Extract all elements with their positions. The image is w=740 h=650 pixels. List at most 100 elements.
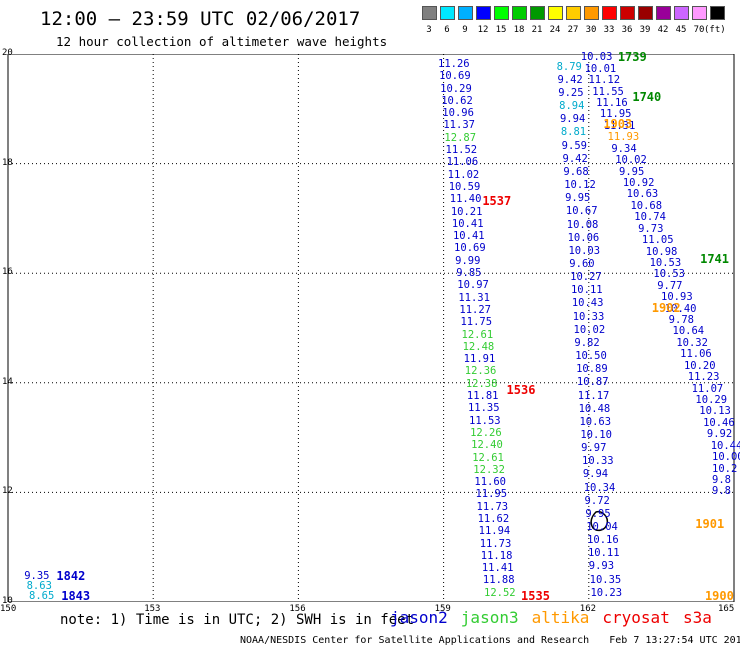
swh-reading: 11.73 xyxy=(476,500,509,513)
scale-swatch xyxy=(710,6,725,20)
swh-reading: 10.02 xyxy=(573,323,606,336)
swh-reading: 10.29 xyxy=(440,82,472,95)
pass-time-label: 1537 xyxy=(482,193,512,208)
swh-reading: 10.12 xyxy=(564,179,596,192)
scale-swatch xyxy=(620,6,635,20)
swh-reading: 10.53 xyxy=(653,268,685,281)
scale-swatch xyxy=(494,6,509,20)
swh-reading: 11.40 xyxy=(449,193,482,206)
scale-label: 45 xyxy=(675,25,687,35)
legend-item-jason2: jason2 xyxy=(390,608,448,627)
swh-reading: 9.73 xyxy=(638,222,664,235)
footer-credit: NOAA/NESDIS Center for Satellite Applica… xyxy=(240,635,740,646)
scale-swatch xyxy=(692,6,707,20)
x-tick-label: 159 xyxy=(434,604,451,614)
legend-item-s3a: s3a xyxy=(683,608,712,627)
scale-label: 18 xyxy=(513,25,525,35)
pass-time-label: 1903 xyxy=(603,117,633,132)
swh-reading: 11.81 xyxy=(466,390,499,402)
swh-reading: 9.85 xyxy=(456,267,482,280)
swh-reading: 8.81 xyxy=(560,126,587,139)
swh-reading: 12.61 xyxy=(472,451,504,464)
pass-time-label: 1741 xyxy=(700,251,730,266)
pass-time-label: 1900 xyxy=(704,588,734,603)
footer-note: note: 1) Time is in UTC; 2) SWH is in fe… xyxy=(60,612,415,628)
swh-reading: 12.36 xyxy=(464,365,497,378)
swh-reading: 9.95 xyxy=(619,165,645,178)
map-plot xyxy=(7,54,735,602)
page-title: 12:00 – 23:59 UTC 02/06/2017 xyxy=(40,8,361,30)
swh-reading: 9.93 xyxy=(588,560,615,573)
scale-swatch xyxy=(566,6,581,20)
legend-item-cryosat: cryosat xyxy=(602,608,670,627)
swh-reading: 11.27 xyxy=(459,303,491,316)
scale-label: 33 xyxy=(603,25,615,35)
scale-swatch xyxy=(530,6,545,20)
scale-label: 36 xyxy=(621,25,633,35)
swh-reading: 10.16 xyxy=(587,534,619,547)
swh-reading: 11.05 xyxy=(641,234,674,247)
swh-reading: 10.13 xyxy=(699,405,731,418)
swh-reading: 10.03 xyxy=(568,244,601,257)
map-grid xyxy=(7,54,735,602)
swh-reading: 10.48 xyxy=(578,402,611,415)
swh-reading: 11.55 xyxy=(592,85,624,98)
pass-time-label: 1740 xyxy=(632,89,662,104)
scale-unit: (ft) xyxy=(704,25,726,35)
scale-swatch xyxy=(476,6,491,20)
swh-reading: 10.89 xyxy=(576,363,608,376)
legend-item-jason3: jason3 xyxy=(460,608,519,627)
swh-reading: 9.60 xyxy=(569,257,595,270)
swh-reading: 9.42 xyxy=(557,73,583,86)
swh-reading: 10.43 xyxy=(571,297,604,310)
swh-reading: 9.92 xyxy=(706,428,733,441)
scale-label: 9 xyxy=(462,25,468,35)
scale-label: 42 xyxy=(657,25,669,35)
swh-reading: 12.87 xyxy=(444,131,477,144)
scale-label: 39 xyxy=(639,25,651,35)
swh-reading: 9.35 xyxy=(24,570,50,583)
scale-swatch xyxy=(674,6,689,20)
x-tick-label: 156 xyxy=(289,604,306,614)
scale-label: 24 xyxy=(549,25,561,35)
swh-reading: 10.97 xyxy=(457,279,489,292)
swh-reading: 10.20 xyxy=(683,359,716,372)
swh-reading: 11.12 xyxy=(588,74,621,87)
scale-swatch xyxy=(422,6,437,20)
swh-reading: 10.27 xyxy=(570,271,602,284)
swh-reading: 11.02 xyxy=(447,168,480,181)
swh-reading: 10.44 xyxy=(710,439,740,452)
swh-reading: 9.82 xyxy=(574,336,600,349)
swh-reading: 11.73 xyxy=(479,537,512,550)
pass-time-label: 1902 xyxy=(651,300,681,315)
swh-reading: 10.03 xyxy=(580,51,613,64)
swh-reading: 8.63 xyxy=(26,579,52,592)
swh-reading: 10.41 xyxy=(451,217,484,230)
x-tick-label: 150 xyxy=(0,604,17,614)
swh-reading: 11.75 xyxy=(460,316,493,329)
swh-reading: 10.00 xyxy=(712,451,740,464)
swh-reading: 8.94 xyxy=(559,100,585,113)
pass-time-label: 1739 xyxy=(617,49,647,64)
swh-reading: 11.37 xyxy=(443,119,475,132)
swh-reading: 10.08 xyxy=(566,218,599,231)
swh-reading: 10.67 xyxy=(565,205,598,218)
pass-time-label: 1842 xyxy=(56,569,86,584)
swh-reading: 11.16 xyxy=(596,97,628,110)
swh-reading: 12.40 xyxy=(471,439,503,452)
pass-time-label: 1536 xyxy=(506,383,536,398)
swh-reading: 9.97 xyxy=(581,442,607,455)
swh-reading: 9.99 xyxy=(455,254,481,267)
swh-reading: 10.98 xyxy=(645,245,678,258)
swh-reading: 10.50 xyxy=(575,350,607,363)
x-tick-label: 153 xyxy=(144,604,161,614)
swh-reading: 10.32 xyxy=(676,336,708,349)
swh-reading: 10.11 xyxy=(570,284,603,297)
swh-reading: 9.95 xyxy=(565,192,591,205)
y-tick-label: 20 xyxy=(2,48,13,58)
swh-reading: 11.52 xyxy=(445,144,478,157)
swh-reading: 10.46 xyxy=(703,416,735,429)
scale-swatch xyxy=(638,6,653,20)
swh-reading: 10.53 xyxy=(649,256,682,269)
swh-reading: 10.68 xyxy=(630,199,663,212)
